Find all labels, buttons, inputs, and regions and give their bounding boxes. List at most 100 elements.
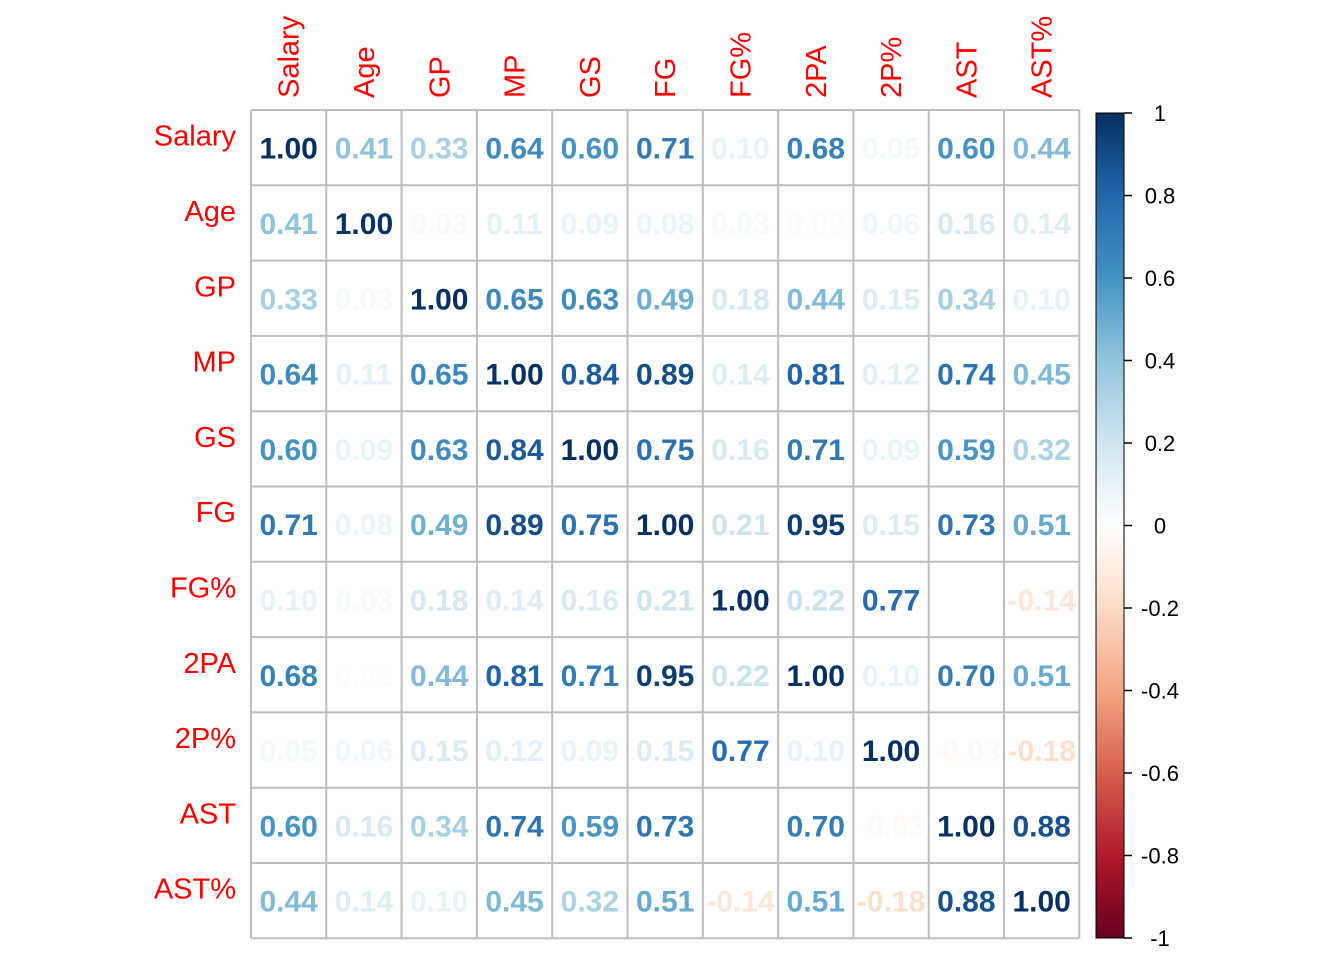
cell-value: 0.11: [486, 208, 543, 241]
legend-tick-label: 0.2: [1145, 431, 1176, 456]
column-label: AST%: [1027, 16, 1059, 98]
column-label: Salary: [274, 15, 306, 98]
cell-value: -0.03: [857, 810, 925, 843]
cell-value: 0.73: [636, 810, 694, 843]
cell-value: 0.63: [561, 283, 619, 316]
cell-value: 0.51: [1012, 660, 1070, 693]
cell-value: 0.16: [561, 584, 619, 617]
row-label: Salary: [154, 121, 237, 153]
correlation-cells: 1.00 0.41 0.33 0.64 0.60 0.71 0.10 0.68 0.05 0.60…: [259, 133, 1076, 919]
row-label: GP: [194, 271, 236, 303]
cell-value: 0.60: [937, 133, 995, 166]
row-label: Age: [184, 196, 236, 228]
cell-value: 0.77: [711, 735, 769, 768]
column-label: FG%: [725, 32, 757, 98]
cell-value: 0.10: [787, 735, 845, 768]
cell-value: 0.12: [485, 735, 543, 768]
color-legend: 1 0.8 0.6 0.4 0.2 0 -0.2 -0.4 -0.6 -0.8 -1: [1095, 101, 1179, 951]
column-label: 2PA: [801, 45, 833, 98]
cell-value: 0.22: [787, 584, 845, 617]
cell-value: 0.41: [335, 133, 393, 166]
cell-value: 0.32: [561, 886, 619, 919]
cell-value: 0.21: [711, 509, 769, 542]
cell-value: 0.81: [485, 660, 543, 693]
cell-value: 1.00: [787, 660, 845, 693]
cell-value: 1.00: [259, 133, 317, 166]
grid-lines: [250, 109, 1081, 940]
cell-value: 1.00: [711, 584, 769, 617]
column-label: MP: [500, 55, 532, 99]
cell-value: -0.14: [1007, 584, 1076, 617]
cell-value: 0.68: [787, 133, 845, 166]
legend-tick-label: -0.2: [1141, 596, 1179, 621]
cell-value: 0.64: [259, 359, 318, 392]
cell-value: 1.00: [636, 509, 694, 542]
column-label: GS: [575, 56, 607, 98]
row-label: FG%: [170, 572, 236, 604]
cell-value: 0.11: [336, 359, 393, 392]
legend-tick-label: 0.4: [1145, 349, 1176, 374]
cell-value: 0.00: [937, 584, 995, 617]
cell-value: 0.05: [862, 133, 920, 166]
cell-value: 0.14: [335, 886, 394, 919]
cell-value: 0.12: [862, 359, 920, 392]
cell-value: 0.88: [937, 886, 995, 919]
cell-value: 0.14: [1012, 208, 1071, 241]
cell-value: 0.71: [787, 434, 845, 467]
cell-value: -0.03: [932, 735, 1000, 768]
cell-value: 0.03: [711, 208, 769, 241]
cell-value: 0.06: [335, 735, 393, 768]
cell-value: 0.68: [259, 660, 317, 693]
cell-value: 0.41: [259, 208, 317, 241]
cell-value: 0.03: [335, 283, 393, 316]
cell-value: 0.60: [259, 810, 317, 843]
cell-value: 0.60: [259, 434, 317, 467]
cell-value: 0.33: [259, 283, 317, 316]
cell-value: 1.00: [485, 359, 543, 392]
cell-value: 0.34: [410, 810, 469, 843]
cell-value: 0.21: [636, 584, 694, 617]
cell-value: 1.00: [410, 283, 468, 316]
cell-value: 0.51: [787, 886, 845, 919]
cell-value: 0.09: [862, 434, 920, 467]
cell-value: 1.00: [1012, 886, 1070, 919]
cell-value: 0.59: [937, 434, 995, 467]
cell-value: 0.59: [561, 810, 619, 843]
cell-value: 0.15: [410, 735, 468, 768]
cell-value: -0.18: [1007, 735, 1075, 768]
cell-value: 0.05: [259, 735, 317, 768]
cell-value: 0.14: [485, 584, 544, 617]
cell-value: 1.00: [862, 735, 920, 768]
cell-value: 0.63: [410, 434, 468, 467]
legend-color-bar: [1095, 112, 1125, 939]
cell-value: 1.00: [937, 810, 995, 843]
cell-value: 1.00: [561, 434, 619, 467]
legend-tick-label: 0.8: [1145, 184, 1176, 209]
cell-value: 0.10: [711, 133, 769, 166]
cell-value: 0.44: [787, 283, 846, 316]
legend-tick-label: 1: [1154, 101, 1166, 126]
cell-value: 0.89: [636, 359, 694, 392]
cell-value: 0.10: [410, 886, 468, 919]
cell-value: 0.64: [485, 133, 544, 166]
row-labels: Salary Age GP MP GS FG FG% 2PA 2P% AST AST%: [154, 121, 237, 906]
column-label: AST: [951, 41, 983, 98]
cell-value: 0.70: [787, 810, 845, 843]
cell-value: 0.75: [636, 434, 694, 467]
cell-value: 0.02: [787, 208, 845, 241]
cell-value: 0.09: [561, 208, 619, 241]
cell-value: 0.33: [410, 133, 468, 166]
cell-value: 0.51: [1012, 509, 1070, 542]
cell-value: 0.15: [862, 509, 920, 542]
cell-value: 0.49: [410, 509, 468, 542]
cell-value: 1.00: [335, 208, 393, 241]
cell-value: 0.71: [259, 509, 317, 542]
cell-value: 0.75: [561, 509, 619, 542]
column-labels: Salary Age GP MP GS FG FG% 2PA 2P% AST AST%: [274, 15, 1059, 98]
cell-value: 0.18: [410, 584, 468, 617]
cell-value: -0.18: [857, 886, 925, 919]
cell-value: 0.09: [561, 735, 619, 768]
cell-value: 0.00: [711, 810, 769, 843]
legend-tick-label: -0.6: [1141, 761, 1179, 786]
cell-value: 0.74: [937, 359, 996, 392]
